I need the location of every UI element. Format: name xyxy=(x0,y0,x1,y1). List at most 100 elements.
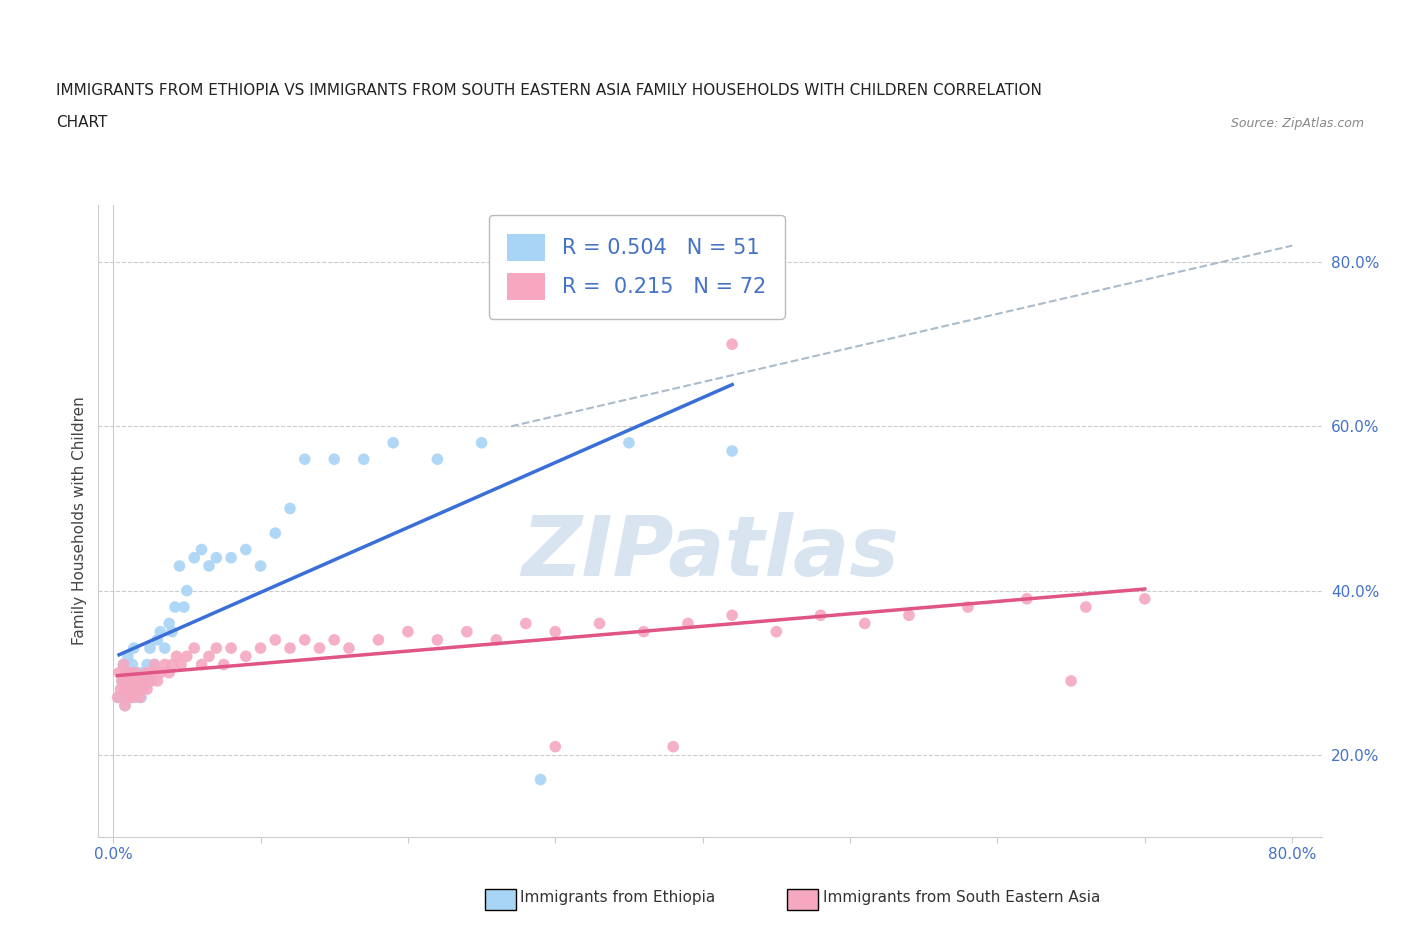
Point xyxy=(108,665,131,680)
Point xyxy=(662,739,685,754)
Point xyxy=(136,658,159,672)
Point xyxy=(235,542,257,557)
Point xyxy=(120,665,142,680)
Point xyxy=(121,690,143,705)
Point xyxy=(198,559,221,574)
Point xyxy=(131,682,153,697)
Point xyxy=(128,665,150,680)
Point xyxy=(136,682,159,697)
Point xyxy=(278,641,301,656)
Point xyxy=(160,624,183,639)
Point xyxy=(139,641,162,656)
Point xyxy=(515,616,537,631)
Point xyxy=(183,641,205,656)
Point xyxy=(125,682,148,697)
Point xyxy=(108,690,131,705)
Point xyxy=(118,673,141,688)
Point xyxy=(135,678,157,693)
Point xyxy=(219,551,242,565)
Point xyxy=(617,435,640,450)
Point xyxy=(382,435,405,450)
Point xyxy=(396,624,419,639)
Point xyxy=(956,600,979,615)
Point xyxy=(721,608,744,623)
Point xyxy=(129,673,152,688)
Point xyxy=(149,624,172,639)
Point xyxy=(122,641,145,656)
Text: IMMIGRANTS FROM ETHIOPIA VS IMMIGRANTS FROM SOUTH EASTERN ASIA FAMILY HOUSEHOLDS: IMMIGRANTS FROM ETHIOPIA VS IMMIGRANTS F… xyxy=(56,83,1042,98)
Point xyxy=(249,559,271,574)
Legend: R = 0.504   N = 51, R =  0.215   N = 72: R = 0.504 N = 51, R = 0.215 N = 72 xyxy=(489,215,785,319)
Point xyxy=(117,673,139,688)
Point xyxy=(810,608,832,623)
Point xyxy=(141,665,163,680)
Point xyxy=(110,682,132,697)
Point xyxy=(121,658,143,672)
Point xyxy=(176,649,198,664)
Point xyxy=(118,682,141,697)
Point xyxy=(129,690,152,705)
Point xyxy=(721,337,744,352)
Point xyxy=(765,624,787,639)
Point xyxy=(1060,673,1083,688)
Point xyxy=(124,690,146,705)
Point xyxy=(117,649,139,664)
Point xyxy=(176,583,198,598)
Point xyxy=(112,658,135,672)
Point xyxy=(337,641,360,656)
Point xyxy=(125,682,148,697)
Point xyxy=(544,739,567,754)
Point xyxy=(153,658,176,672)
Point xyxy=(146,673,169,688)
Point xyxy=(323,452,346,467)
Point xyxy=(676,616,699,631)
Point xyxy=(183,551,205,565)
Point xyxy=(633,624,655,639)
Text: Immigrants from South Eastern Asia: Immigrants from South Eastern Asia xyxy=(823,890,1099,905)
Point xyxy=(426,452,449,467)
Point xyxy=(249,641,271,656)
Point xyxy=(157,665,180,680)
Point xyxy=(160,658,183,672)
Point xyxy=(205,551,228,565)
Point xyxy=(111,673,134,688)
Point xyxy=(721,444,744,458)
Point xyxy=(114,698,136,713)
Point xyxy=(308,641,330,656)
Point xyxy=(323,632,346,647)
Text: Source: ZipAtlas.com: Source: ZipAtlas.com xyxy=(1230,117,1364,130)
Point xyxy=(1015,591,1038,606)
Point xyxy=(264,632,287,647)
Point xyxy=(153,641,176,656)
Point xyxy=(529,772,551,787)
Text: ZIPatlas: ZIPatlas xyxy=(522,512,898,593)
Text: CHART: CHART xyxy=(56,115,108,130)
Y-axis label: Family Households with Children: Family Households with Children xyxy=(72,396,87,645)
Point xyxy=(115,682,138,697)
Point xyxy=(128,690,150,705)
Point xyxy=(1074,600,1097,615)
Point xyxy=(127,673,149,688)
Point xyxy=(264,525,287,540)
Point xyxy=(426,632,449,647)
Point xyxy=(132,670,155,684)
Point xyxy=(235,649,257,664)
Point xyxy=(898,608,921,623)
Point xyxy=(588,616,610,631)
Point xyxy=(107,690,129,705)
Point xyxy=(132,673,155,688)
Point xyxy=(124,665,146,680)
Point xyxy=(198,649,221,664)
Point xyxy=(139,673,162,688)
Point xyxy=(143,658,166,672)
Point xyxy=(205,641,228,656)
Point xyxy=(131,673,153,688)
Point xyxy=(121,673,143,688)
Point xyxy=(544,624,567,639)
Point xyxy=(135,665,157,680)
Point xyxy=(117,690,139,705)
Point xyxy=(166,649,188,664)
Point xyxy=(111,673,134,688)
Point xyxy=(456,624,478,639)
Point xyxy=(278,501,301,516)
